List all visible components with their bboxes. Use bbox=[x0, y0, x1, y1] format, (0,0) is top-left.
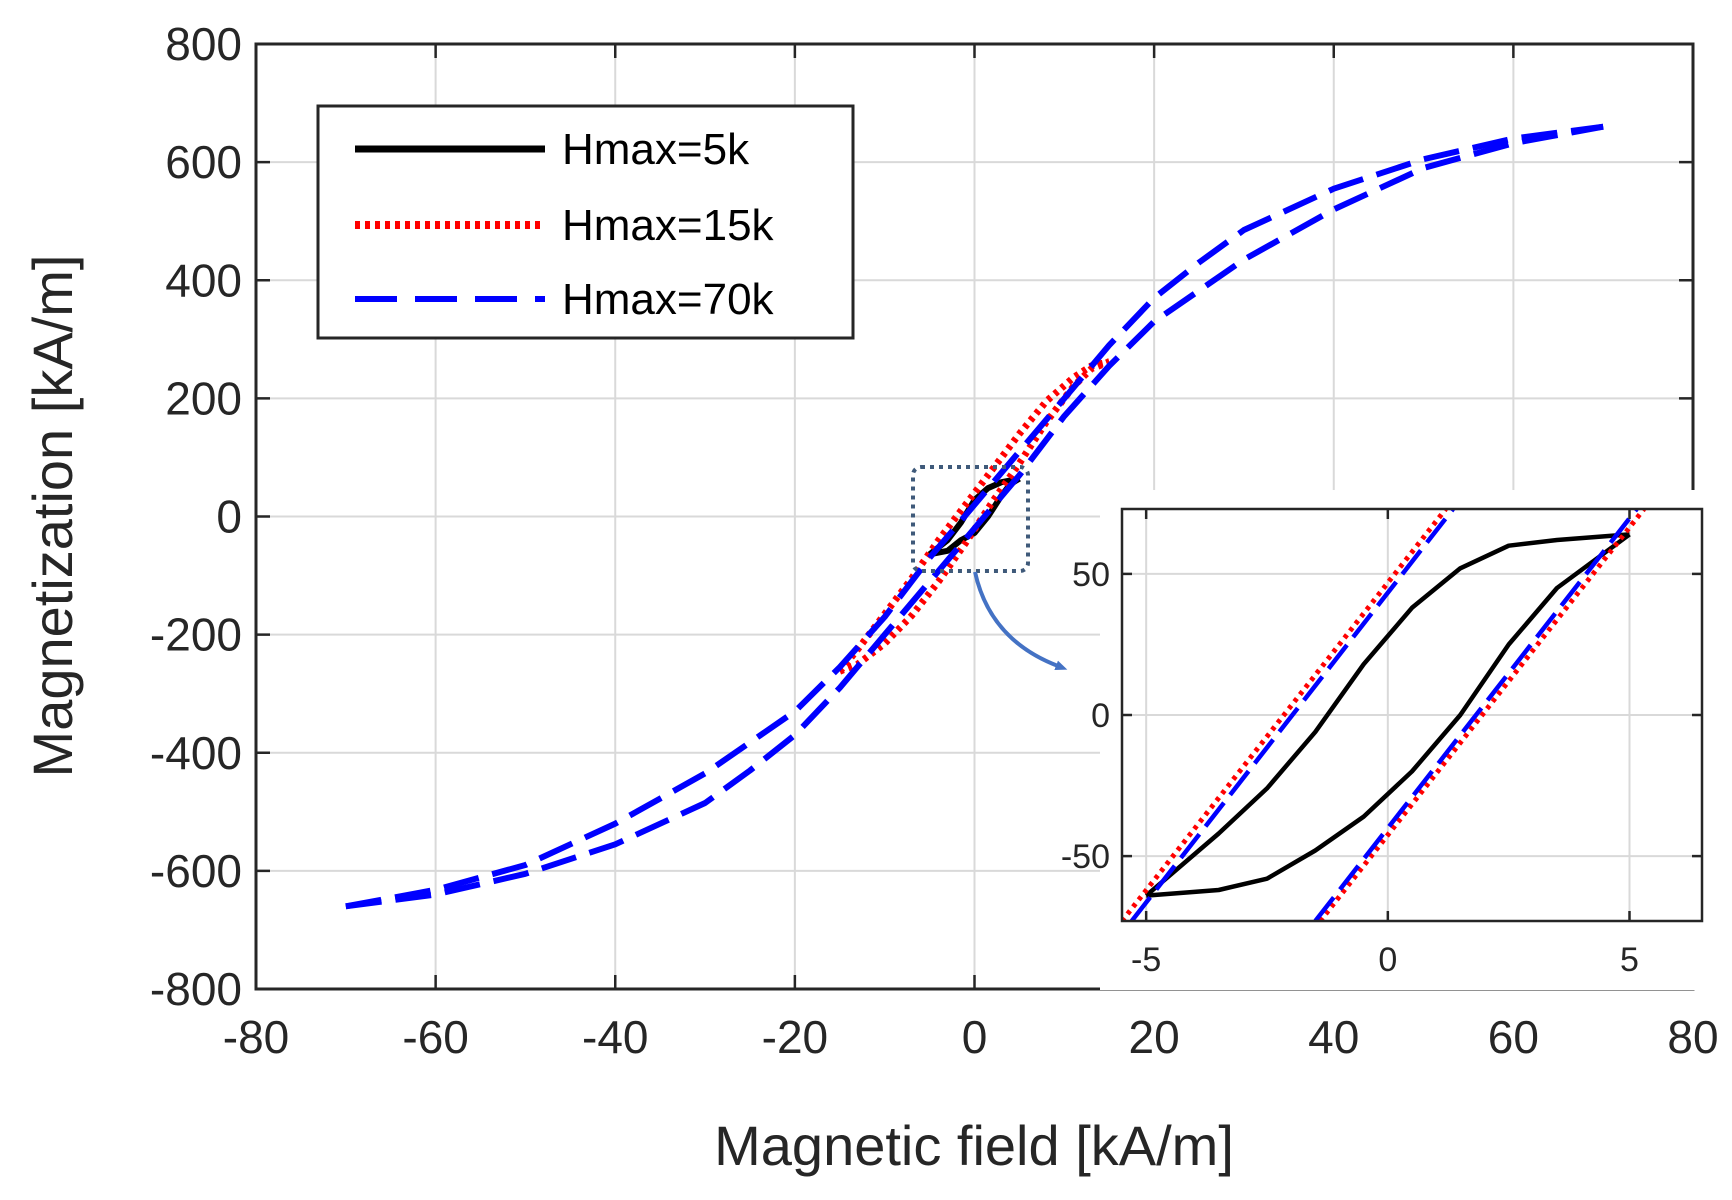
y-tick-label: 200 bbox=[165, 372, 242, 424]
y-tick-label: 600 bbox=[165, 136, 242, 188]
x-tick-label: -40 bbox=[582, 1011, 648, 1063]
y-tick-label: 0 bbox=[216, 491, 242, 543]
y-tick-label: -400 bbox=[150, 727, 242, 779]
series-line-hmax-70k-lower bbox=[1313, 509, 1639, 921]
series-line-hmax-5k-upper bbox=[1146, 532, 1631, 898]
series-line-hmax-70k-lower bbox=[345, 123, 1604, 910]
legend-label-hmax-70k: Hmax=70k bbox=[562, 275, 775, 324]
zoom-region-box bbox=[911, 465, 1030, 573]
y-tick-label: 800 bbox=[165, 18, 242, 70]
series-line-hmax-15k-lower bbox=[1318, 509, 1646, 921]
x-tick-label: -5 bbox=[1131, 941, 1161, 979]
y-tick-label: -600 bbox=[150, 845, 242, 897]
y-tick-label: 50 bbox=[1072, 556, 1110, 594]
x-tick-label: -20 bbox=[762, 1011, 828, 1063]
x-tick-label: 20 bbox=[1129, 1011, 1180, 1063]
y-tick-label: 400 bbox=[165, 254, 242, 306]
x-tick-label: 0 bbox=[1378, 941, 1397, 979]
x-tick-label: -80 bbox=[223, 1011, 289, 1063]
x-tick-label: 40 bbox=[1308, 1011, 1359, 1063]
y-tick-label: -50 bbox=[1061, 838, 1110, 876]
x-tick-label: 80 bbox=[1667, 1011, 1718, 1063]
inset-series bbox=[1122, 509, 1646, 921]
series-line-hmax-70k-upper bbox=[345, 123, 1604, 910]
series-line-hmax-15k-upper bbox=[1122, 509, 1448, 921]
legend: Hmax=5k Hmax=15k Hmax=70k bbox=[316, 104, 855, 340]
zoom-arrow-icon bbox=[973, 571, 1068, 670]
x-tick-label: 60 bbox=[1488, 1011, 1539, 1063]
series-line-hmax-70k-upper bbox=[1129, 509, 1455, 921]
x-axis-title: Magnetic field [kA/m] bbox=[714, 1114, 1234, 1177]
y-tick-label: 0 bbox=[1091, 697, 1110, 735]
legend-label-hmax-15k: Hmax=15k bbox=[562, 201, 775, 250]
main-series bbox=[345, 123, 1604, 910]
series-line-hmax-5k-lower bbox=[1144, 532, 1630, 898]
x-tick-label: 0 bbox=[962, 1011, 988, 1063]
x-tick-label: 5 bbox=[1620, 941, 1639, 979]
legend-label-hmax-5k: Hmax=5k bbox=[562, 125, 750, 174]
main-tick-labels: -80 -60 -40 -20 0 20 40 60 80-800-600-400-200020… bbox=[150, 18, 1719, 1063]
x-tick-label: -60 bbox=[402, 1011, 468, 1063]
y-tick-label: -200 bbox=[150, 609, 242, 661]
y-tick-label: -800 bbox=[150, 963, 242, 1015]
inset-grid bbox=[1122, 509, 1702, 921]
inset-ticks bbox=[1122, 509, 1702, 921]
y-axis-title: Magnetization [kA/m] bbox=[21, 255, 84, 778]
